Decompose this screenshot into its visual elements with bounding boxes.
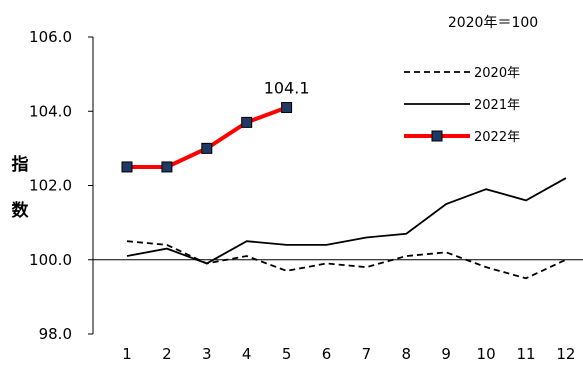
data-point-marker [121,161,133,173]
legend-marker [431,130,443,142]
y-tick-label: 104.0 [29,102,72,120]
x-tick-label: 7 [362,345,372,363]
data-point-marker [201,142,213,154]
series-group: 104.1 [121,79,567,280]
data-point-marker [281,102,293,114]
y-tick-label: 102.0 [29,177,72,195]
legend-label: 2021年 [474,98,520,113]
x-tick-label: 2 [162,345,172,363]
y-axis-label-char: 指 [12,154,29,175]
legend: 2020年 2021年 2022年 [404,66,520,145]
series-line [127,105,288,169]
base-year-note: 2020年＝100 [448,15,538,31]
legend-label: 2020年 [474,66,520,81]
legend-label: 2022年 [474,130,520,145]
x-tick-label: 8 [402,345,412,363]
x-tick-label: 4 [242,345,252,363]
y-tick-label: 100.0 [29,251,72,269]
x-tick-label: 6 [322,345,332,363]
series-line [126,177,567,265]
y-tick-labels: 98.0 100.0 102.0 104.0 106.0 [29,28,72,343]
x-tick-label: 5 [282,345,292,363]
y-tick-label: 106.0 [29,28,72,46]
chart-axes [88,36,583,335]
y-axis-label: 指数 [12,154,30,221]
x-tick-label: 9 [441,345,451,363]
y-tick-label: 98.0 [39,325,72,343]
x-tick-label: 1 [122,345,132,363]
x-tick-label: 12 [556,345,575,363]
y-axis-label-char: 数 [12,200,30,221]
data-point-marker [241,116,253,128]
data-label: 104.1 [264,79,310,98]
x-tick-label: 10 [477,345,496,363]
x-tick-labels: 1 2 3 4 5 6 7 8 9 10 11 12 [122,345,575,363]
x-tick-label: 3 [202,345,212,363]
x-tick-label: 11 [516,345,535,363]
data-point-marker [161,161,173,173]
